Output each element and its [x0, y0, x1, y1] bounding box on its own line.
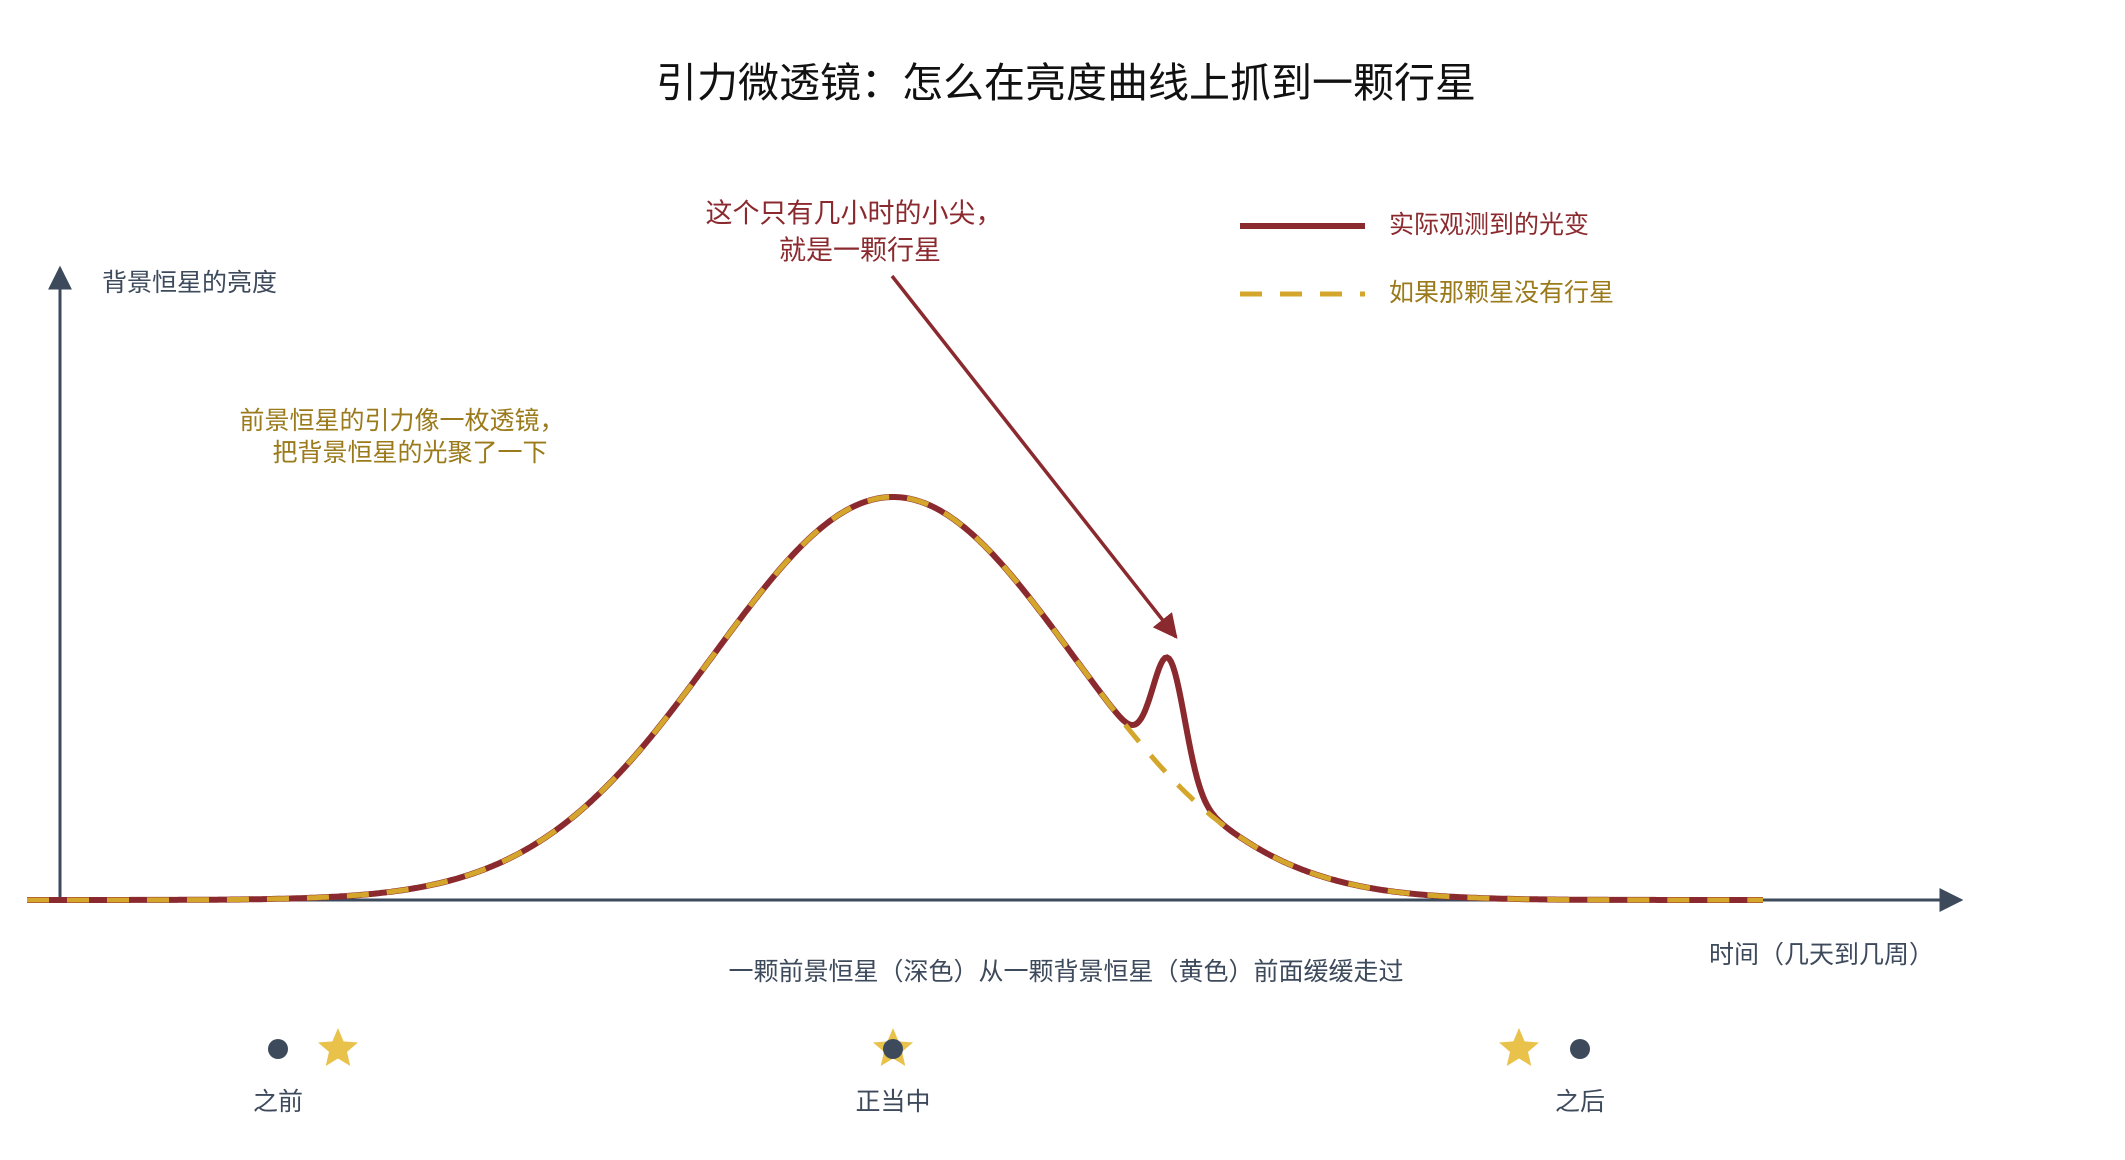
- foreground-star: [268, 1039, 288, 1059]
- legend-label: 如果那颗星没有行星: [1389, 278, 1614, 307]
- foreground-star: [1570, 1039, 1590, 1059]
- annotation-arrow: [890, 274, 1178, 639]
- annotation: 就是一颗行星: [779, 236, 941, 267]
- no-planet-curve: [27, 494, 1763, 903]
- background-star: [318, 1028, 358, 1066]
- observed-curve: [27, 494, 1763, 903]
- position-label: 之前: [253, 1087, 303, 1116]
- background-star: [1499, 1028, 1539, 1066]
- title: 引力微透镜：怎么在亮度曲线上抓到一颗行星: [656, 59, 1476, 107]
- position-label: 正当中: [855, 1087, 930, 1116]
- annotation: 这个只有几小时的小尖，: [706, 199, 1003, 230]
- foreground-star: [883, 1039, 903, 1059]
- caption: 一颗前景恒星（深色）从一颗背景恒星（黄色）前面缓缓走过: [728, 957, 1403, 986]
- annotation: 把背景恒星的光聚了一下: [272, 438, 547, 467]
- x-axis-label: 时间（几天到几周）: [1709, 940, 1934, 969]
- annotation: 前景恒星的引力像一枚透镜，: [239, 406, 564, 435]
- position-label: 之后: [1555, 1087, 1605, 1116]
- icons: [268, 1028, 1590, 1066]
- legend-label: 实际观测到的光变: [1389, 210, 1589, 239]
- y-axis-label: 背景恒星的亮度: [102, 268, 277, 297]
